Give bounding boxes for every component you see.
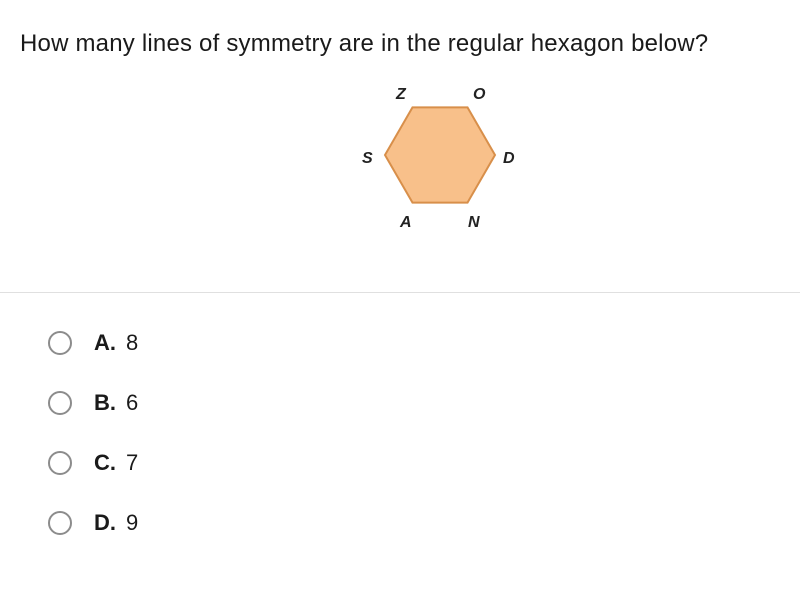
radio-icon bbox=[48, 391, 72, 415]
radio-icon bbox=[48, 511, 72, 535]
option-value: 6 bbox=[126, 390, 138, 416]
vertex-label-N: N bbox=[468, 214, 480, 232]
option-value: 9 bbox=[126, 510, 138, 536]
option-letter: A. bbox=[94, 330, 116, 356]
answer-options: A. 8 B. 6 C. 7 D. 9 bbox=[48, 330, 138, 570]
option-d[interactable]: D. 9 bbox=[48, 510, 138, 536]
hexagon-figure: D O Z S A N bbox=[340, 80, 560, 260]
option-letter: B. bbox=[94, 390, 116, 416]
question-text: How many lines of symmetry are in the re… bbox=[20, 30, 708, 58]
option-letter: C. bbox=[94, 450, 116, 476]
option-value: 8 bbox=[126, 330, 138, 356]
vertex-label-A: A bbox=[400, 214, 412, 232]
section-divider bbox=[0, 292, 800, 293]
option-c[interactable]: C. 7 bbox=[48, 450, 138, 476]
option-value: 7 bbox=[126, 450, 138, 476]
hexagon-shape bbox=[385, 107, 495, 202]
option-b[interactable]: B. 6 bbox=[48, 390, 138, 416]
option-letter: D. bbox=[94, 510, 116, 536]
vertex-label-Z: Z bbox=[396, 86, 406, 104]
option-a[interactable]: A. 8 bbox=[48, 330, 138, 356]
radio-icon bbox=[48, 331, 72, 355]
vertex-label-O: O bbox=[473, 86, 485, 104]
vertex-label-D: D bbox=[503, 150, 515, 168]
vertex-label-S: S bbox=[362, 150, 373, 168]
radio-icon bbox=[48, 451, 72, 475]
